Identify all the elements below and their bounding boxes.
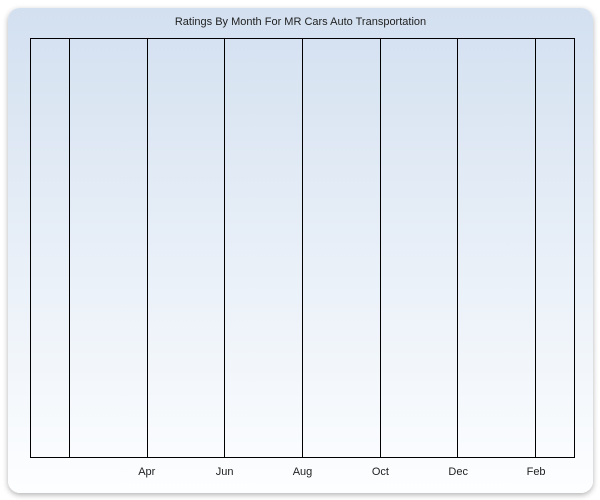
x-axis-label: Jun <box>216 466 234 478</box>
plot-area <box>30 38 575 458</box>
x-gridline <box>457 39 458 457</box>
x-axis-label: Apr <box>138 466 155 478</box>
x-gridline <box>147 39 148 457</box>
chart-card: Ratings By Month For MR Cars Auto Transp… <box>8 8 593 493</box>
x-gridline <box>535 39 536 457</box>
x-gridline <box>380 39 381 457</box>
x-axis-label: Feb <box>527 466 546 478</box>
x-gridline <box>69 39 70 457</box>
x-gridline <box>302 39 303 457</box>
x-gridline <box>224 39 225 457</box>
x-axis-label: Dec <box>448 466 468 478</box>
chart-title: Ratings By Month For MR Cars Auto Transp… <box>8 16 593 28</box>
x-axis-label: Oct <box>372 466 389 478</box>
x-axis-label: Aug <box>293 466 313 478</box>
